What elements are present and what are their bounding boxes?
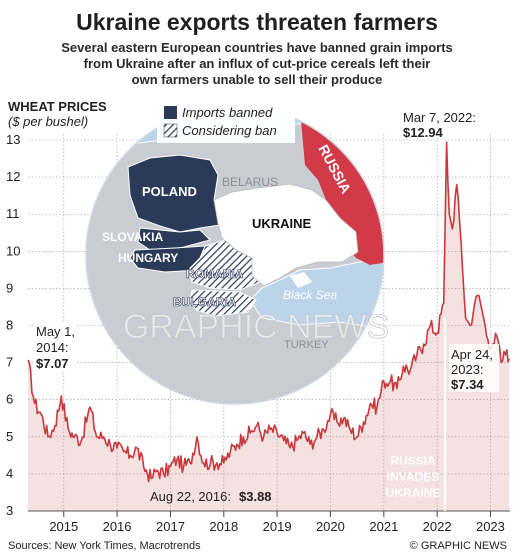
y-tick-label-4: 4: [6, 466, 13, 481]
legend-label-considering: Considering ban: [182, 123, 277, 138]
legend-label-banned: Imports banned: [182, 105, 273, 120]
label-romania: ROMANIA: [186, 267, 244, 281]
y-tick-label-12: 12: [6, 169, 20, 184]
y-tick-label-9: 9: [6, 280, 13, 295]
x-tick-label-2016: 2016: [103, 519, 132, 534]
price-area-fill: [28, 142, 510, 511]
annotation-bg-2023: [449, 344, 499, 392]
price-line: [27, 141, 511, 483]
label-slovakia: SLOVAKIA: [102, 230, 163, 244]
label-bulgaria: BULGARIA: [173, 295, 237, 309]
y-tick-label-13: 13: [6, 132, 20, 147]
map-ukraine: [213, 183, 359, 287]
map-inset: Imports banned Considering ban POLAND BE…: [85, 101, 385, 405]
x-tick-label-2023: 2023: [476, 519, 505, 534]
x-tick-label-2015: 2015: [49, 519, 78, 534]
invasion-marker: RUSSIA INVADES UKRAINE: [386, 318, 447, 511]
subtitle-line-2: from Ukraine after an influx of cut-pric…: [84, 56, 431, 71]
y-tick-label-11: 11: [6, 206, 20, 221]
label-black-sea: Black Sea: [283, 288, 337, 302]
annotation-2023-value: $7.34: [451, 377, 484, 392]
label-belarus: BELARUS: [222, 175, 278, 189]
map-bulgaria: [189, 289, 257, 317]
annotations: May 1, 2014: $7.07 Aug 22, 2016: $3.88 M…: [33, 110, 499, 504]
subtitle-line-3: own farmers unable to sell their produce: [132, 72, 383, 87]
label-poland: POLAND: [142, 184, 197, 199]
x-tick-label-2020: 2020: [316, 519, 345, 534]
y-tick-label-3: 3: [6, 503, 13, 518]
map-legend-box: [157, 101, 295, 143]
invasion-label-line-2: INVADES: [387, 470, 439, 484]
annotation-2022-label: Mar 7, 2022:: [403, 110, 476, 125]
annotation-bg-2014: [33, 322, 75, 372]
y-tick-label-8: 8: [6, 318, 13, 333]
invasion-label-line-1: RUSSIA: [390, 454, 436, 468]
price-area: [28, 142, 510, 511]
annotation-2014-line-1: May 1,: [36, 324, 75, 339]
y-tick-label-7: 7: [6, 355, 13, 370]
annotation-2023-label-2: 2023:: [451, 362, 484, 377]
map-crimea: [290, 272, 312, 288]
annotation-2022-value: $12.94: [403, 125, 444, 140]
y-tick-label-10: 10: [6, 243, 20, 258]
y-axis-title: WHEAT PRICES: [8, 99, 107, 114]
watermark: GRAPHIC NEWS: [123, 308, 389, 346]
footer-credit: © GRAPHIC NEWS: [410, 540, 507, 552]
subtitle-line-1: Several eastern European countries have …: [61, 40, 453, 55]
x-tick-label-2019: 2019: [263, 519, 292, 534]
y-tick-label-6: 6: [6, 392, 13, 407]
chart-title: Ukraine exports threaten farmers: [76, 9, 438, 35]
label-turkey: TURKEY: [284, 339, 329, 351]
annotation-2014-line-2: 2014:: [36, 340, 69, 355]
annotation-2016-label: Aug 22, 2016:: [150, 489, 231, 504]
x-tick-label-2017: 2017: [156, 519, 185, 534]
y-axis-unit: ($ per bushel): [8, 114, 88, 129]
invasion-label-line-3: UKRAINE: [386, 486, 441, 500]
label-ukraine: UKRAINE: [252, 216, 312, 231]
label-hungary: HUNGARY: [118, 251, 178, 265]
map-slovakia: [137, 227, 211, 251]
price-series-line: [27, 141, 511, 483]
axis-ticks: 3 4 5 6 7 8 9 10 11 12 13 2015 2016 2017 2018 2019 2020 2…: [6, 132, 510, 534]
legend-swatch-banned: [164, 106, 177, 119]
annotation-2023-label: Apr 24,: [451, 347, 493, 362]
footer-sources: Sources: New York Times, Macrotrends: [8, 540, 201, 552]
annotation-2016-value: $3.88: [239, 489, 272, 504]
x-tick-label-2018: 2018: [209, 519, 238, 534]
annotation-2014-value: $7.07: [36, 356, 69, 371]
x-tick-label-2022: 2022: [423, 519, 452, 534]
y-tick-label-5: 5: [6, 429, 13, 444]
x-tick-label-2021: 2021: [369, 519, 398, 534]
legend-swatch-considering: [163, 123, 178, 138]
